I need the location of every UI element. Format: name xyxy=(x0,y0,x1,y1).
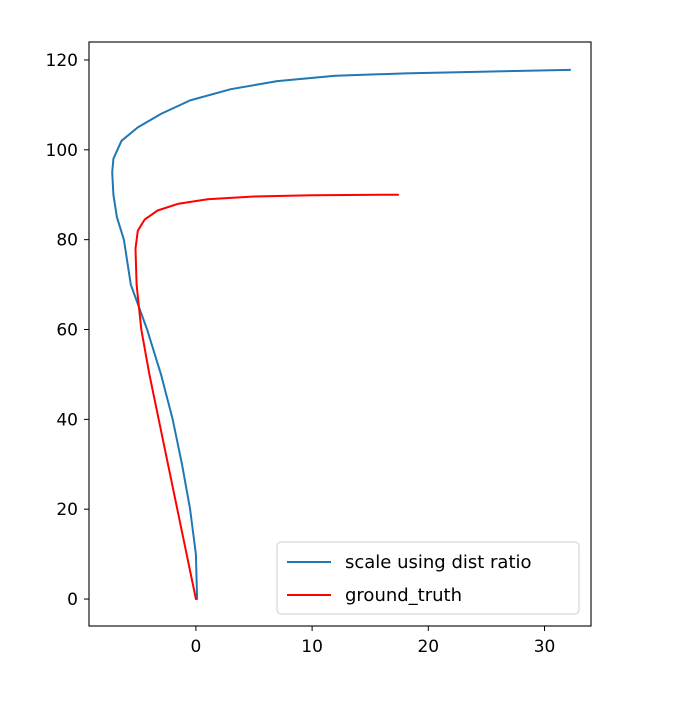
y-tick-label-0: 0 xyxy=(67,590,78,610)
x-tick-label-20: 20 xyxy=(417,637,439,657)
y-tick-label-40: 40 xyxy=(56,410,78,430)
series-line-scale-using-dist-ratio xyxy=(111,68,572,600)
y-tick-label-100: 100 xyxy=(46,141,78,161)
series-line-ground-truth xyxy=(134,193,400,600)
x-tick-label-0: 0 xyxy=(190,637,201,657)
y-axis-ticks: 0 20 40 60 80 100 120 xyxy=(46,51,89,610)
y-tick-label-80: 80 xyxy=(56,231,78,251)
legend-label-scale-using-dist-ratio: scale using dist ratio xyxy=(345,552,532,573)
legend-label-ground-truth: ground_truth xyxy=(345,585,462,606)
axes-frame xyxy=(88,41,592,627)
x-tick-label-10: 10 xyxy=(301,637,323,657)
plot-area xyxy=(88,41,592,627)
legend: scale using dist ratio ground_truth xyxy=(276,541,580,615)
x-tick-label-30: 30 xyxy=(534,637,556,657)
legend-box xyxy=(276,541,580,615)
series-layer xyxy=(111,68,572,600)
x-axis-ticks: 0 10 20 30 xyxy=(190,626,555,657)
y-tick-label-60: 60 xyxy=(56,321,78,341)
y-tick-label-20: 20 xyxy=(56,500,78,520)
y-tick-label-120: 120 xyxy=(46,51,78,71)
